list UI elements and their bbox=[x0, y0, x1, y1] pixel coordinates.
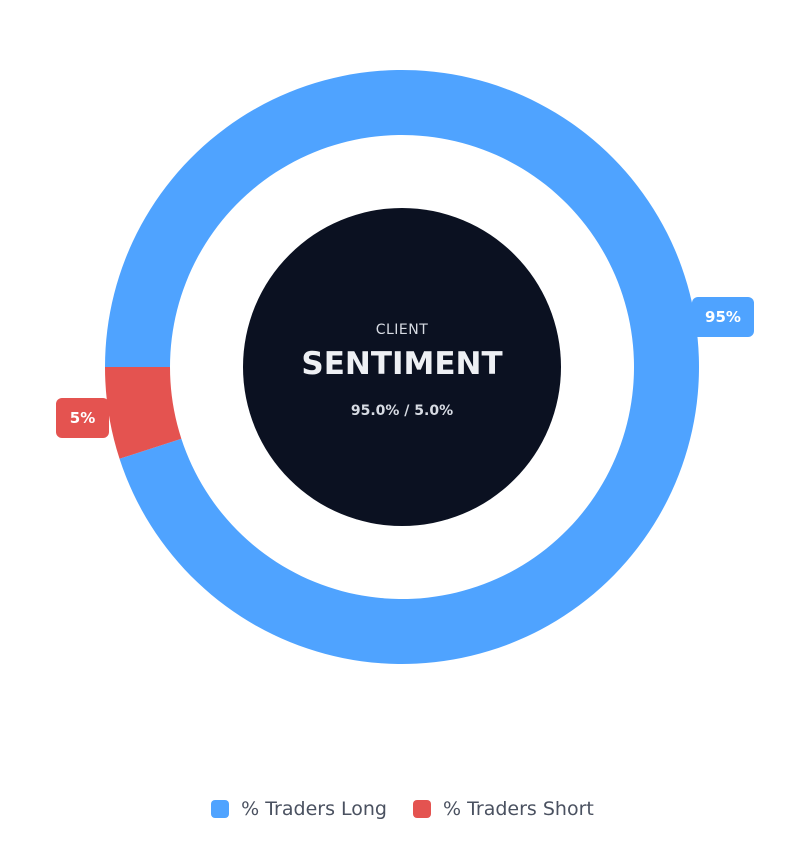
legend-swatch-long bbox=[211, 800, 230, 818]
legend-label-short: % Traders Short bbox=[442, 798, 594, 820]
center-subtitle: 95.0% / 5.0% bbox=[351, 403, 453, 419]
center-title: SENTIMENT bbox=[301, 346, 502, 382]
legend-item-long[interactable]: % Traders Long bbox=[211, 798, 387, 820]
slice-traders-short[interactable] bbox=[105, 367, 182, 459]
data-label-text: 5% bbox=[70, 409, 95, 427]
center-disc bbox=[243, 208, 561, 526]
donut-slices bbox=[105, 69, 700, 664]
chart-legend: % Traders Long % Traders Short bbox=[0, 792, 805, 826]
data-label-text: 95% bbox=[705, 308, 741, 326]
legend-item-short[interactable]: % Traders Short bbox=[412, 798, 594, 820]
center-top-label: CLIENT bbox=[376, 322, 429, 338]
data-label-box bbox=[56, 398, 109, 438]
data-label-short: 5% bbox=[56, 398, 109, 438]
data-label-box bbox=[692, 297, 754, 337]
slice-labels: 95% 5% bbox=[56, 297, 754, 438]
legend-swatch-short bbox=[412, 800, 431, 818]
data-label-long: 95% bbox=[692, 297, 754, 337]
legend-label-long: % Traders Long bbox=[241, 798, 387, 820]
